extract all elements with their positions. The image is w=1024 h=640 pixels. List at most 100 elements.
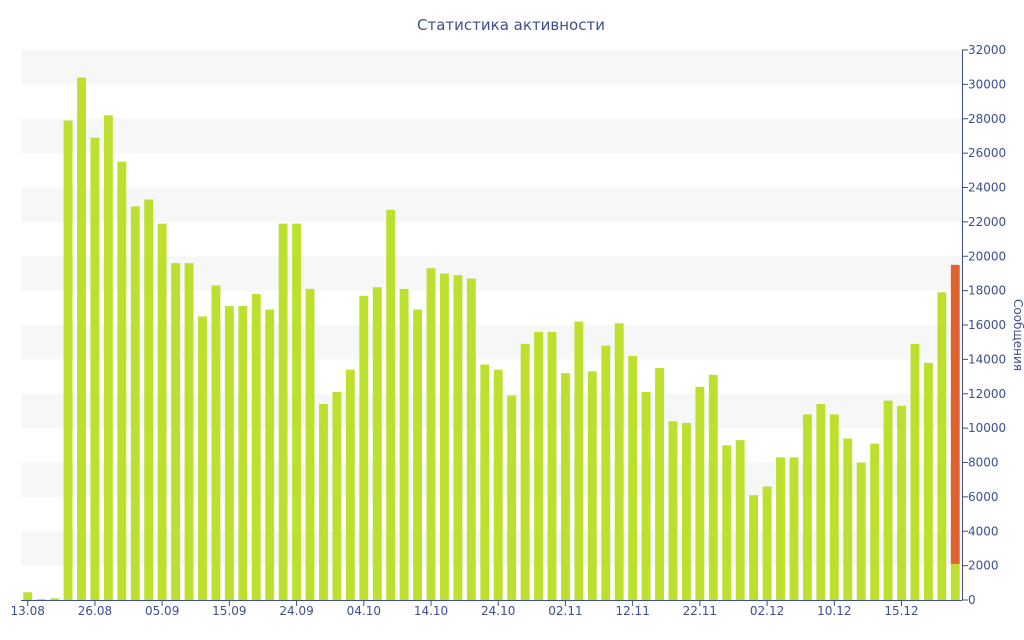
bar [950, 563, 960, 600]
x-tick-label: 15.12 [884, 604, 918, 618]
bar [117, 161, 127, 600]
bar [157, 223, 167, 600]
x-tick-label: 02.11 [548, 604, 582, 618]
bar [292, 223, 302, 600]
y-tick-label: 4000 [968, 524, 999, 538]
bar [547, 331, 557, 601]
bar [50, 598, 60, 600]
bar [211, 285, 221, 600]
y-ticks: 0 2000 4000 6000 8000 10000 12000 14000 16000 180… [962, 43, 1006, 607]
bar [265, 309, 275, 600]
bar [171, 263, 181, 601]
x-tick-label: 15.09 [212, 604, 246, 618]
y-tick-label: 26000 [968, 146, 1006, 160]
x-tick-label: 24.09 [279, 604, 313, 618]
bar [816, 404, 826, 600]
y-tick-label: 20000 [968, 249, 1006, 263]
bar [561, 373, 570, 601]
bar [708, 374, 718, 600]
bar [601, 345, 611, 601]
bar-highlight [950, 264, 960, 564]
bar [399, 288, 409, 600]
bar [843, 438, 853, 600]
y-tick-label: 24000 [968, 181, 1006, 195]
bar [749, 495, 759, 600]
bar [776, 457, 785, 600]
x-ticks: 13.08 26.08 05.09 15.09 24.09 04.10 14.10 24.10… [11, 600, 919, 618]
bar [789, 457, 799, 600]
x-tick-label: 13.08 [11, 604, 45, 618]
x-tick-label: 04.10 [347, 604, 381, 618]
bar [628, 355, 638, 600]
bar [507, 395, 517, 600]
bar [802, 414, 812, 601]
bar [614, 323, 624, 600]
bar [870, 443, 880, 600]
bar [103, 115, 113, 600]
bar [345, 369, 355, 600]
bar [413, 309, 422, 600]
bar [305, 288, 315, 600]
bar [466, 278, 476, 600]
bar [90, 137, 100, 600]
bar [224, 306, 234, 600]
bar [641, 392, 651, 600]
bar [251, 294, 261, 600]
bar [63, 120, 73, 600]
x-tick-label: 24.10 [481, 604, 515, 618]
y-tick-label: 6000 [968, 490, 999, 504]
grid-band [21, 187, 962, 222]
x-tick-label: 10.12 [817, 604, 851, 618]
bar [856, 462, 866, 600]
bar [278, 223, 288, 600]
bar [198, 316, 207, 600]
y-tick-label: 22000 [968, 215, 1006, 229]
y-tick-label: 28000 [968, 112, 1006, 126]
x-tick-label: 12.11 [615, 604, 649, 618]
bar [130, 206, 140, 600]
bar [453, 275, 463, 600]
bar [587, 371, 597, 600]
bar [668, 421, 678, 600]
bar [910, 343, 920, 600]
y-tick-label: 18000 [968, 284, 1006, 298]
bar [897, 405, 906, 600]
x-tick-label: 26.08 [78, 604, 112, 618]
x-tick-label: 22.11 [683, 604, 717, 618]
y-tick-label: 32000 [968, 43, 1006, 57]
y-tick-label: 0 [968, 593, 976, 607]
y-tick-label: 14000 [968, 352, 1006, 366]
bar [144, 199, 154, 600]
bar [655, 367, 664, 600]
bar [762, 486, 772, 600]
bar [493, 369, 503, 600]
bar [319, 404, 328, 600]
bar [77, 77, 86, 600]
bar [238, 306, 248, 600]
bar [184, 263, 194, 601]
x-tick-label: 05.09 [145, 604, 179, 618]
y-axis-label: Сообщения [1011, 299, 1024, 371]
grid-band [21, 50, 962, 85]
bar [386, 209, 396, 600]
chart-title: Статистика активности [417, 16, 605, 34]
y-tick-label: 8000 [968, 456, 999, 470]
bar [883, 400, 893, 601]
bar [372, 287, 382, 600]
bar [534, 331, 543, 601]
bar [722, 445, 732, 600]
bars [23, 77, 960, 601]
bar [574, 321, 584, 600]
bar [937, 292, 947, 600]
bar [480, 364, 490, 600]
bar [520, 343, 530, 600]
y-tick-label: 2000 [968, 559, 999, 573]
y-tick-label: 10000 [968, 421, 1006, 435]
bar [735, 440, 745, 600]
bar [332, 392, 342, 600]
bar [426, 268, 436, 600]
bar [695, 386, 705, 601]
x-tick-label: 02.12 [750, 604, 784, 618]
bar [681, 422, 691, 600]
